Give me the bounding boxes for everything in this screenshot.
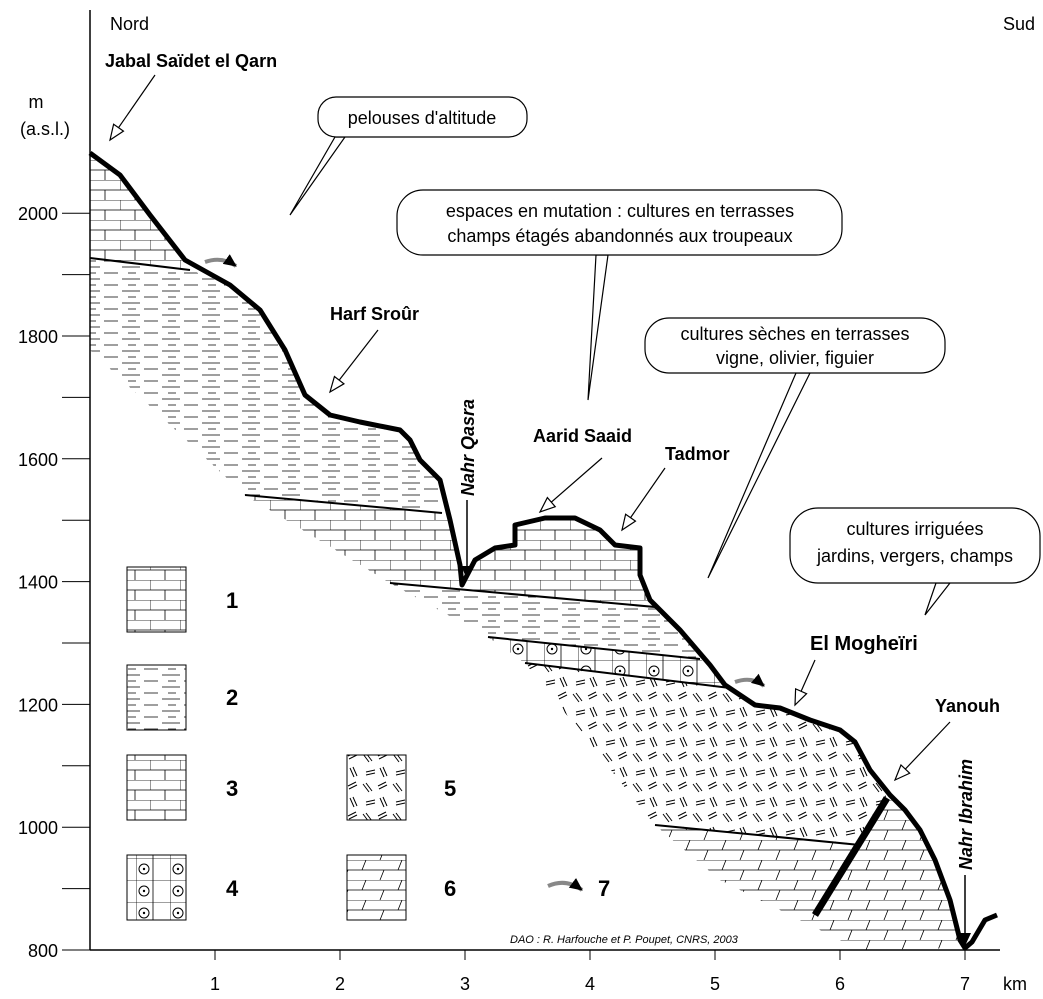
y-tick-label: 1000: [18, 818, 58, 838]
y-unit-detail: (a.s.l.): [20, 119, 70, 139]
x-tick-label: 1: [210, 974, 220, 994]
place-label: Aarid Saaid: [533, 426, 632, 446]
legend-label: 5: [444, 776, 456, 801]
callout-text: espaces en mutation : cultures en terras…: [446, 201, 794, 221]
legend-label: 4: [226, 876, 239, 901]
legend-label: 7: [598, 876, 610, 901]
y-tick-label: 2000: [18, 204, 58, 224]
callout-text: pelouses d'altitude: [348, 108, 497, 128]
place-label: Jabal Saïdet el Qarn: [105, 51, 277, 71]
river-label: Nahr Qasra: [458, 399, 478, 496]
x-tick-label: 6: [835, 974, 845, 994]
legend-label: 1: [226, 588, 238, 613]
legend-label: 2: [226, 685, 238, 710]
x-tick-label: 3: [460, 974, 470, 994]
y-tick-label: 1800: [18, 327, 58, 347]
x-tick-label: 7: [960, 974, 970, 994]
callout-text: champs étagés abandonnés aux troupeaux: [447, 226, 792, 246]
callout-text: cultures irriguées: [846, 519, 983, 539]
y-unit: m: [29, 92, 44, 112]
place-label: Harf Sroûr: [330, 304, 419, 324]
callout-text: cultures sèches en terrasses: [680, 324, 909, 344]
callout-text: vigne, olivier, figuier: [716, 348, 874, 368]
x-tick-label: 2: [335, 974, 345, 994]
y-tick-label: 800: [28, 941, 58, 961]
river-label: Nahr Ibrahim: [956, 759, 976, 870]
place-label: Tadmor: [665, 444, 730, 464]
place-label: Yanouh: [935, 696, 1000, 716]
credit: DAO : R. Harfouche et P. Poupet, CNRS, 2…: [510, 934, 739, 946]
x-unit: km: [1003, 974, 1027, 994]
legend-label: 6: [444, 876, 456, 901]
x-tick-label: 5: [710, 974, 720, 994]
y-tick-label: 1200: [18, 695, 58, 715]
place-label: El Mogheïri: [810, 633, 918, 655]
south-label: Sud: [1003, 14, 1035, 34]
legend-label: 3: [226, 776, 238, 801]
callout-text: jardins, vergers, champs: [816, 546, 1013, 566]
cross-section: Nord Sud m (a.s.l.) km pelouses d'altitu…: [0, 0, 1043, 999]
y-tick-label: 1400: [18, 573, 58, 593]
x-tick-label: 4: [585, 974, 595, 994]
y-tick-label: 1600: [18, 450, 58, 470]
north-label: Nord: [110, 14, 149, 34]
